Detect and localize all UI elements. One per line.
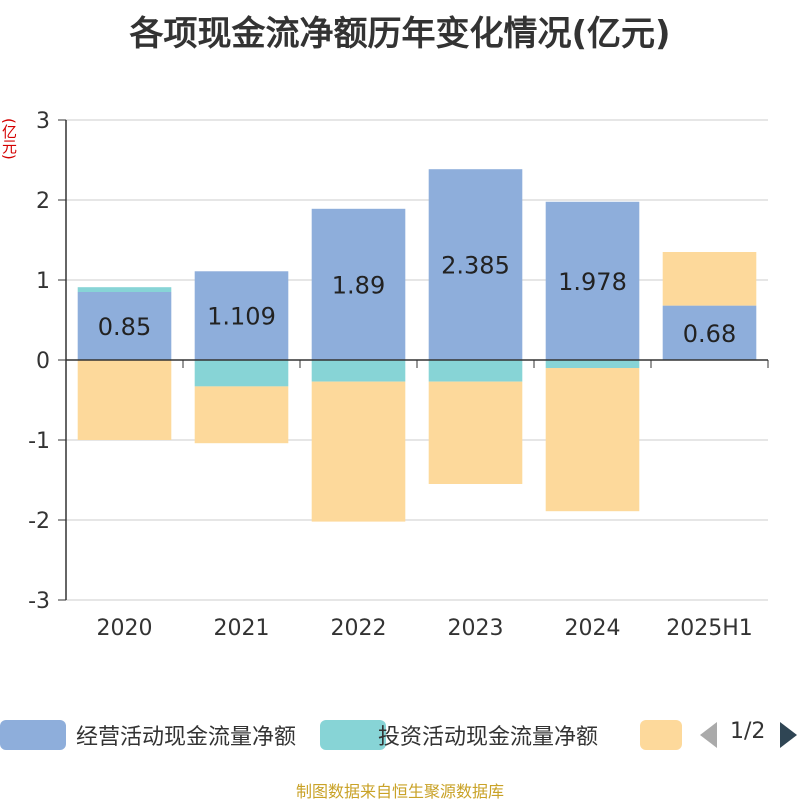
bar-financing (311, 381, 406, 522)
legend-prev-page-icon[interactable] (700, 722, 717, 748)
bar-investing (545, 360, 640, 368)
bar-financing (428, 381, 523, 484)
legend-swatch-operating (0, 720, 66, 750)
data-source-note: 制图数据来自恒生聚源数据库 (295, 782, 504, 801)
y-tick-label: 2 (36, 189, 50, 214)
legend-item-investing[interactable]: 投资活动现金流量净额 (320, 713, 630, 757)
y-tick-label: 1 (36, 269, 50, 294)
x-tick-label: 2023 (448, 616, 504, 641)
y-axis-unit-label: (亿元) (0, 118, 18, 160)
legend-swatch-financing (640, 720, 682, 750)
bar-operating (311, 208, 406, 360)
data-label: 2.385 (441, 252, 510, 280)
legend-page-indicator: 1/2 (730, 719, 766, 744)
legend-item-operating[interactable]: 经营活动现金流量净额 (0, 713, 310, 757)
y-tick-label: -2 (28, 509, 50, 534)
bar-financing (194, 386, 289, 444)
bar-operating (428, 169, 523, 360)
chart-legend: 经营活动现金流量净额 投资活动现金流量净额 1/2 (0, 713, 800, 757)
y-tick-label: 3 (36, 109, 50, 134)
data-label: 0.68 (683, 320, 736, 348)
x-tick-label: 2025H1 (666, 616, 753, 641)
bar-financing (545, 368, 640, 512)
data-label: 0.85 (98, 313, 151, 341)
bar-investing (311, 360, 406, 382)
bar-financing (662, 252, 757, 306)
cash-flow-bar-chart: 3 2 1 0 -1 -2 -3 0.85 2020 1.109 2021 1.89 2022 2.385… (28, 109, 769, 641)
y-tick-label: 0 (36, 349, 50, 374)
bar-investing (428, 360, 523, 382)
legend-swatch-investing (320, 720, 386, 750)
x-tick-label: 2024 (565, 616, 621, 641)
y-tick-label: -3 (28, 589, 50, 614)
legend-label-investing: 投资活动现金流量净额 (378, 725, 599, 750)
legend-item-financing[interactable] (640, 713, 690, 757)
legend-label-operating: 经营活动现金流量净额 (76, 725, 297, 750)
bar-operating (194, 271, 289, 360)
x-tick-label: 2022 (331, 616, 387, 641)
data-label: 1.109 (207, 303, 276, 331)
bar-operating (77, 292, 172, 360)
legend-next-page-icon[interactable] (780, 722, 797, 748)
data-label: 1.978 (558, 268, 627, 296)
y-tick-label: -1 (28, 429, 50, 454)
x-tick-label: 2021 (214, 616, 270, 641)
bar-investing (77, 287, 172, 292)
data-label: 1.89 (332, 271, 385, 299)
bar-investing (194, 360, 289, 387)
bar-operating (545, 201, 640, 360)
bar-financing (77, 360, 172, 440)
x-tick-label: 2020 (97, 616, 153, 641)
page-title: 各项现金流净额历年变化情况(亿元) (129, 14, 671, 54)
bar-operating (662, 305, 757, 360)
